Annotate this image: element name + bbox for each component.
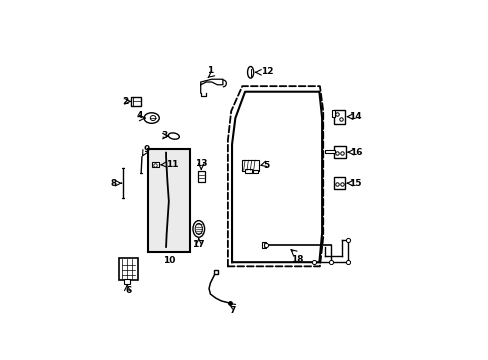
Text: 7: 7: [229, 306, 235, 315]
Polygon shape: [200, 79, 223, 93]
Text: 11: 11: [166, 160, 179, 169]
Ellipse shape: [168, 133, 179, 139]
Text: 6: 6: [125, 286, 131, 295]
Bar: [152, 162, 159, 167]
Bar: [333, 146, 346, 158]
Text: 10: 10: [163, 256, 175, 265]
Bar: [333, 110, 345, 123]
Text: 4: 4: [137, 111, 143, 120]
Bar: [333, 177, 345, 189]
Text: 1: 1: [207, 66, 213, 75]
Ellipse shape: [150, 116, 156, 121]
Text: 15: 15: [348, 179, 361, 188]
Text: 17: 17: [192, 240, 204, 249]
Text: 12: 12: [261, 67, 273, 76]
Ellipse shape: [195, 223, 202, 234]
Bar: [261, 242, 265, 248]
Text: 18: 18: [291, 255, 304, 264]
Text: 16: 16: [349, 148, 362, 157]
Text: 5: 5: [263, 161, 269, 170]
Text: 8: 8: [110, 179, 117, 188]
Bar: [148, 149, 189, 252]
Ellipse shape: [144, 113, 159, 123]
Text: 13: 13: [195, 159, 207, 168]
Text: 2: 2: [122, 97, 128, 106]
Polygon shape: [200, 93, 206, 96]
Bar: [244, 169, 251, 174]
Ellipse shape: [247, 67, 253, 78]
Bar: [253, 170, 258, 174]
Text: 9: 9: [143, 145, 149, 154]
Bar: [124, 279, 130, 284]
Text: 14: 14: [348, 112, 361, 121]
Text: 3: 3: [161, 131, 167, 140]
Bar: [198, 171, 204, 182]
Bar: [325, 150, 334, 153]
Bar: [332, 110, 334, 117]
Bar: [131, 97, 141, 105]
Bar: [242, 159, 259, 171]
Ellipse shape: [193, 221, 204, 237]
Bar: [119, 258, 138, 280]
